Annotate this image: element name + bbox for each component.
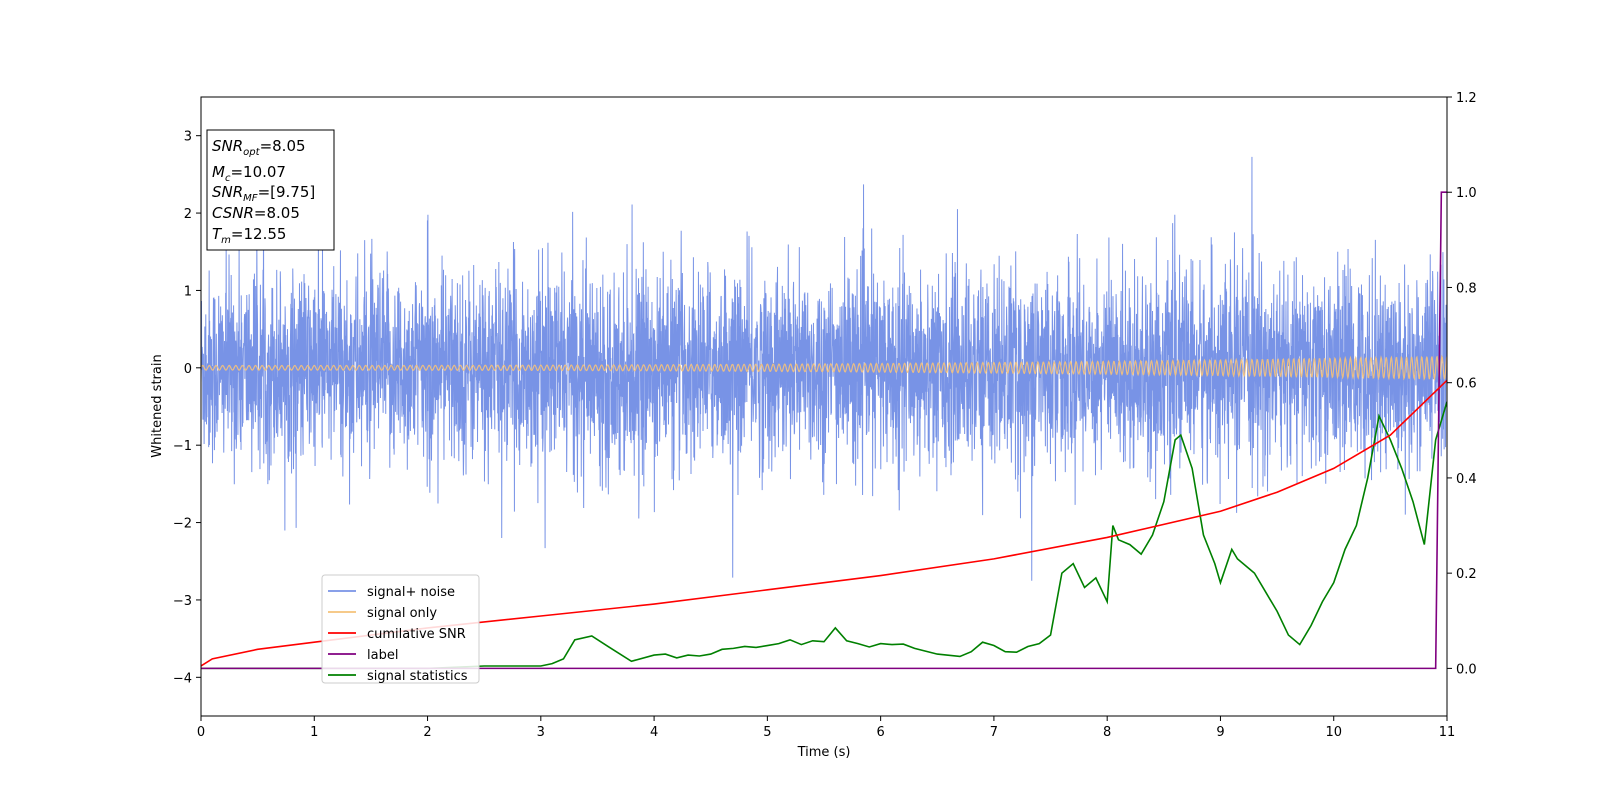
y2-tick-label: 1.0 [1456, 186, 1477, 201]
mc-sub: c [225, 173, 231, 184]
y-tick-label: 0 [184, 362, 192, 377]
snr-opt-value: =8.05 [260, 137, 306, 155]
y-tick-label: 1 [184, 284, 192, 299]
x-tick-label: 3 [537, 725, 545, 740]
x-tick-label: 6 [876, 725, 884, 740]
legend-entry-label: signal statistics [367, 669, 468, 684]
x-tick-label: 4 [650, 725, 658, 740]
y-tick-label: −2 [173, 517, 192, 532]
mc-annotation: Mc=10.07 [212, 163, 286, 184]
legend: signal+ noise signal only cumilative SNR la… [321, 574, 480, 684]
y2-tick-label: 1.2 [1456, 91, 1477, 106]
x-tick-label: 8 [1103, 725, 1111, 740]
info-box-frame [206, 129, 335, 251]
snr-opt-sub: opt [243, 147, 260, 158]
x-tick-label: 7 [990, 725, 998, 740]
y2-tick-label: 0.0 [1456, 662, 1477, 677]
x-tick-label: 10 [1325, 725, 1342, 740]
y-tick-label: −1 [173, 439, 192, 454]
legend-entry-label: label [367, 648, 398, 663]
x-tick-label: 11 [1439, 725, 1456, 740]
x-tick-label: 2 [423, 725, 431, 740]
snr-mf-annotation: SNRMF=[9.75] [212, 183, 315, 204]
tm-value: =12.55 [231, 225, 287, 243]
y-tick-label: −4 [173, 671, 192, 686]
info-box: SNRopt=8.05 Mc=10.07 SNRMF=[9.75] CSNR=8… [206, 129, 335, 251]
legend-frame [321, 574, 480, 684]
x-axis: 0 1 2 3 4 5 6 7 8 9 10 11 [197, 716, 1455, 740]
tm-annotation: Tm=12.55 [212, 225, 286, 246]
y-axis-right: 1.2 1.0 0.8 0.6 0.4 0.2 0.0 [1447, 91, 1477, 677]
y-axis-label: Whitened strain [150, 354, 165, 457]
x-tick-label: 9 [1216, 725, 1224, 740]
series-signal-statistics-line [201, 401, 1447, 670]
series-cumilative-snr-line [201, 379, 1447, 667]
legend-entry-label: signal+ noise [367, 585, 455, 600]
tm-sub: m [221, 235, 231, 246]
series-signal-noise-line [201, 156, 1447, 581]
y2-tick-label: 0.2 [1456, 567, 1477, 582]
csnr-name: CSNR [212, 204, 254, 222]
legend-entry-label: signal only [367, 606, 437, 621]
series-label-line [201, 191, 1447, 670]
y-tick-label: 3 [184, 130, 192, 145]
series-signal-only-line [201, 354, 1447, 381]
plot-frame [200, 96, 1448, 717]
snr-opt-name: SNR [212, 137, 243, 155]
snr-opt-annotation: SNRopt=8.05 [212, 137, 306, 158]
csnr-annotation: CSNR=8.05 [212, 204, 300, 222]
y-axis-left: 3 2 1 0 −1 −2 −3 −4 [173, 130, 201, 686]
series-layer [201, 156, 1447, 670]
y-tick-label: 2 [184, 207, 192, 222]
csnr-value: =8.05 [254, 204, 300, 222]
y2-tick-label: 0.4 [1456, 472, 1477, 487]
x-tick-label: 0 [197, 725, 205, 740]
y-tick-label: −3 [173, 594, 192, 609]
legend-entry-label: cumilative SNR [367, 627, 466, 642]
tm-name: T [212, 225, 223, 243]
x-axis-label: Time (s) [797, 745, 851, 760]
mc-value: =10.07 [230, 163, 286, 181]
x-tick-label: 5 [763, 725, 771, 740]
y2-tick-label: 0.6 [1456, 377, 1477, 392]
snr-mf-name: SNR [212, 183, 243, 201]
snr-mf-sub: MF [243, 193, 258, 204]
x-tick-label: 1 [310, 725, 318, 740]
y2-tick-label: 0.8 [1456, 281, 1477, 296]
snr-mf-value: =[9.75] [258, 183, 316, 201]
mc-name: M [212, 163, 225, 181]
